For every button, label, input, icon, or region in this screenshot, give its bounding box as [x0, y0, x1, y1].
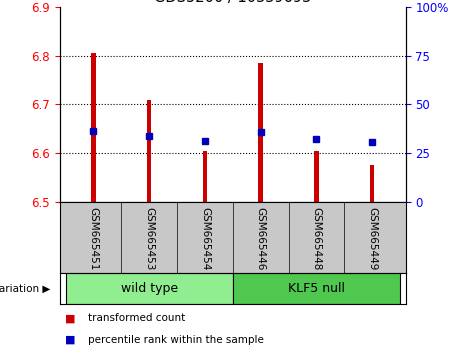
Text: genotype/variation ▶: genotype/variation ▶	[0, 284, 51, 293]
Bar	[147, 99, 151, 202]
Text: GSM665448: GSM665448	[312, 207, 321, 271]
Text: transformed count: transformed count	[88, 313, 185, 323]
Text: percentile rank within the sample: percentile rank within the sample	[88, 335, 264, 345]
Text: wild type: wild type	[121, 282, 178, 295]
Text: GSM665454: GSM665454	[200, 207, 210, 271]
Text: GSM665446: GSM665446	[256, 207, 266, 271]
Text: KLF5 null: KLF5 null	[288, 282, 345, 295]
Bar	[65, 273, 233, 304]
Text: GSM665451: GSM665451	[89, 207, 98, 271]
Bar	[233, 273, 400, 304]
Bar	[259, 63, 263, 202]
Text: GSM665453: GSM665453	[144, 207, 154, 271]
Text: ■: ■	[65, 335, 75, 345]
Text: GSM665449: GSM665449	[367, 207, 377, 271]
Text: ■: ■	[65, 313, 75, 323]
Bar	[91, 53, 95, 202]
Bar	[203, 151, 207, 202]
Bar	[314, 151, 319, 202]
Title: GDS5200 / 10339693: GDS5200 / 10339693	[154, 0, 312, 5]
Bar	[370, 165, 374, 202]
